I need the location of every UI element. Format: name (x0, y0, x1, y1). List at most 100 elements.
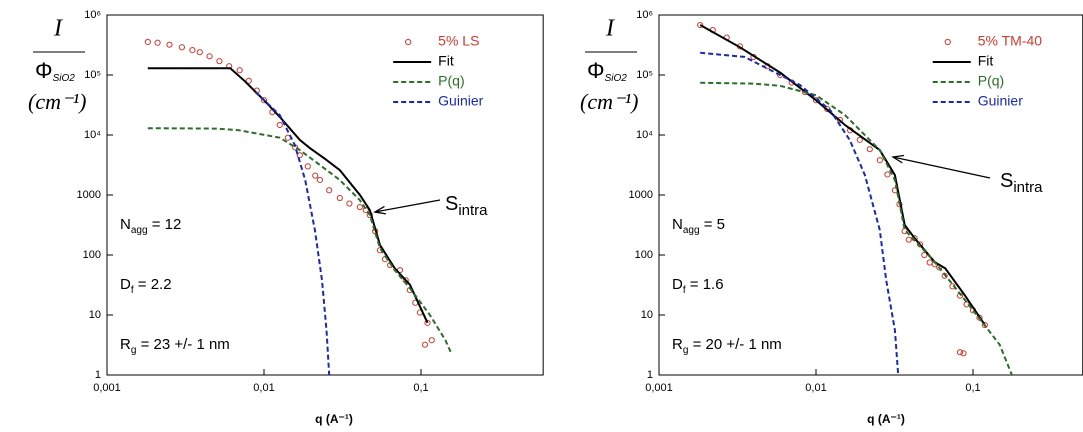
x-tick-label: 0,1 (965, 382, 980, 394)
data-point (154, 39, 161, 46)
y-label-denominator: ΦSiO2 (35, 58, 75, 84)
y-tick-label: 10⁶ (84, 9, 101, 21)
y-tick-label: 10⁵ (636, 69, 653, 81)
y-tick-label: 100 (635, 249, 653, 261)
y-tick-label: 1000 (77, 189, 101, 201)
data-point (189, 47, 196, 54)
series-line (254, 91, 331, 375)
arrow-label: Sintra (1000, 170, 1043, 196)
annotation: Rg = 23 +/- 1 nm (120, 336, 230, 356)
y-tick-label: 10⁴ (636, 129, 653, 141)
data-point (296, 152, 303, 159)
legend-label: 5% LS (438, 33, 479, 49)
x-tick-label: 0,1 (413, 382, 428, 394)
y-label-unit: (cm⁻¹) (580, 89, 639, 114)
data-point (836, 116, 844, 124)
data-point (866, 146, 873, 153)
data-point (144, 38, 151, 46)
annotation: Rg = 20 +/- 1 nm (672, 336, 782, 356)
x-tick-label: 0,01 (805, 382, 826, 394)
data-point (346, 200, 353, 207)
annotation-rest: = 5 (700, 216, 725, 233)
annotation-sub: agg (131, 225, 148, 236)
annotation: Df = 2.2 (120, 276, 172, 296)
data-point (312, 172, 319, 179)
data-point (926, 259, 933, 266)
y-tick-label: 10 (641, 309, 653, 321)
data-point (981, 321, 988, 329)
x-tick-label: 0,001 (645, 382, 673, 394)
x-axis-label: q (A⁻¹) (867, 412, 905, 426)
arrow-head (373, 205, 386, 215)
annotation-main: N (120, 216, 131, 233)
data-point (326, 187, 333, 194)
arrow-label-main: S (1000, 170, 1013, 192)
y-label-sub: SiO2 (53, 73, 76, 84)
data-point (276, 121, 283, 129)
y-label-denominator: ΦSiO2 (587, 58, 627, 84)
series-layer (144, 38, 453, 375)
legend-label: P(q) (978, 73, 1004, 89)
y-label-numerator: I (605, 16, 615, 42)
data-point (336, 194, 343, 202)
legend-label: Guinier (978, 93, 1023, 109)
data-point (178, 44, 186, 51)
arrow-head (891, 154, 904, 164)
legend-label: Fit (438, 53, 454, 69)
data-point (956, 349, 964, 356)
annotation-sub: f (131, 285, 134, 296)
annotation-sub: agg (683, 225, 700, 236)
arrow-label: Sintra (445, 193, 488, 219)
y-tick-label: 10 (89, 309, 101, 321)
series-line (700, 51, 900, 375)
arrow-shaft (892, 156, 991, 179)
y-tick-label: 10⁴ (84, 129, 101, 141)
data-point (856, 136, 863, 143)
data-point (236, 67, 243, 74)
annotation-main: N (672, 216, 683, 233)
data-point (206, 53, 213, 60)
data-point (921, 251, 928, 259)
series-layer (697, 21, 1013, 375)
plot: 0,001 0,01 0,1 1 10 100 1000 10⁴ 10⁵ 10⁶ q (A⁻¹) IΦ… (580, 9, 1083, 426)
legend-label: Fit (978, 53, 994, 69)
data-point (428, 337, 435, 344)
data-point (245, 77, 252, 84)
data-point (884, 171, 891, 178)
arrow-label-main: S (445, 193, 458, 215)
annotation-rest: = 20 +/- 1 nm (688, 336, 781, 353)
annotation-main: R (672, 336, 683, 353)
plot: 0,001 0,01 0,1 1 10 100 1000 10⁴ 10⁵ 10⁶ q (A⁻¹) IΦ… (28, 9, 544, 426)
y-tick-label: 1000 (629, 189, 653, 201)
legend-marker (405, 38, 412, 46)
data-point (905, 236, 912, 243)
annotation-main: D (672, 276, 683, 293)
arrow-shaft (374, 199, 441, 213)
data-point (424, 319, 431, 326)
y-tick-label: 100 (83, 249, 101, 261)
data-point (196, 49, 203, 56)
data-point (304, 163, 311, 170)
legend-label: Guinier (438, 93, 483, 109)
x-axis-label: q (A⁻¹) (315, 412, 353, 426)
y-label-unit: (cm⁻¹) (28, 89, 87, 114)
annotation-rest: = 23 +/- 1 nm (136, 336, 229, 353)
legend-label: 5% TM-40 (978, 33, 1043, 49)
series-line (700, 81, 1013, 375)
y-label-sub: SiO2 (605, 73, 628, 84)
data-point (421, 341, 429, 348)
annotation-sub: g (131, 345, 137, 356)
y-label-phi: Φ (35, 58, 53, 83)
y-label-phi: Φ (587, 58, 605, 83)
annotation-main: R (120, 336, 131, 353)
x-tick-label: 0,01 (253, 382, 274, 394)
y-tick-label: 10⁶ (636, 9, 653, 21)
annotation: Df = 1.6 (672, 276, 724, 296)
data-point (216, 58, 223, 65)
series-line (147, 127, 453, 355)
annotation-rest: = 12 (148, 216, 182, 233)
data-point (976, 314, 983, 321)
data-point (166, 41, 173, 48)
x-tick-label: 0,001 (93, 382, 121, 394)
